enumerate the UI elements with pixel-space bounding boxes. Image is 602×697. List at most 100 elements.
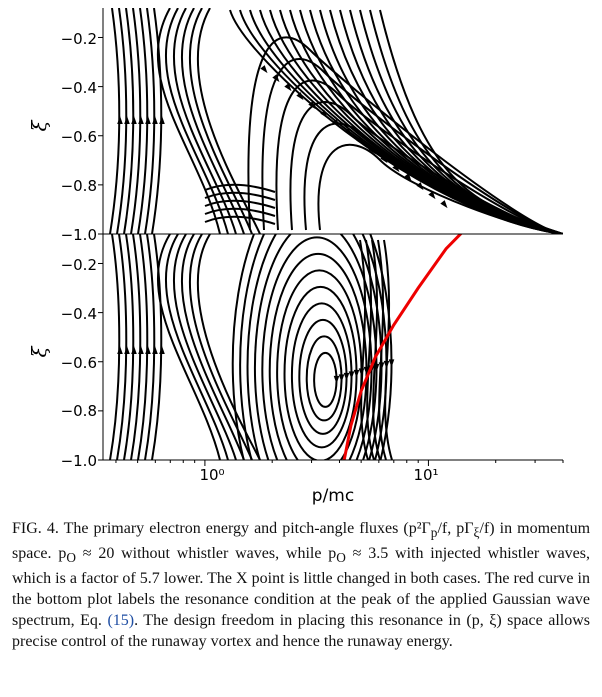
caption-sub: O — [336, 550, 346, 566]
streamline — [156, 8, 221, 234]
stream-arrow — [428, 191, 436, 200]
streamline — [229, 9, 563, 234]
caption-sub: ξ — [473, 525, 480, 541]
bottom-ytick-label: −0.6 — [61, 354, 97, 372]
stream-arrow — [404, 173, 412, 182]
streamline — [383, 239, 393, 460]
stream-arrow — [159, 116, 165, 125]
stream-arrow — [131, 346, 137, 355]
top-ytick-label: −1.0 — [61, 226, 97, 244]
stream-arrow — [145, 346, 151, 355]
streamline — [204, 207, 276, 217]
bottom-ytick-label: −0.4 — [61, 305, 97, 323]
axis-ticks — [98, 36, 564, 466]
stream-arrow — [138, 116, 144, 125]
streamline — [377, 239, 387, 460]
figure: −0.2 −0.4 −0.6 −0.8 −1.0 −0.2 −0.4 −0.6 … — [27, 8, 564, 506]
streamline — [204, 199, 276, 209]
stream-arrow — [159, 346, 165, 355]
xtick-label: 10¹ — [413, 466, 438, 484]
stream-arrow — [392, 164, 400, 173]
streamline — [164, 8, 229, 234]
stream-arrow — [368, 146, 376, 155]
streamline — [261, 58, 563, 234]
streamline — [109, 234, 121, 460]
xlabel: p/mc — [312, 486, 354, 506]
top-ylabel: ξ — [27, 120, 51, 132]
streamline — [196, 234, 261, 460]
streamline — [123, 234, 135, 460]
stream-arrow — [284, 83, 292, 92]
caption-text: The primary electron energy and pitch-an… — [58, 520, 431, 537]
stream-arrow — [131, 116, 137, 125]
streamline — [137, 234, 149, 460]
streamline — [130, 234, 142, 460]
xtick-label: 10⁰ — [199, 466, 224, 484]
streamline — [156, 234, 221, 460]
vortex-streamline — [261, 236, 373, 460]
caption-text: ≈ 20 without whistler waves, while p — [75, 545, 337, 563]
streamline — [359, 239, 369, 460]
stream-arrow — [338, 374, 345, 383]
stream-arrow — [343, 372, 350, 381]
caption-text: . The design freedom in placing this res… — [12, 612, 590, 651]
streamline — [279, 9, 563, 234]
streamline — [319, 9, 563, 234]
streamline — [317, 143, 563, 234]
streamline — [275, 79, 563, 234]
equation-link[interactable]: (15) — [107, 612, 135, 630]
stream-arrow — [145, 116, 151, 125]
stream-arrow — [152, 116, 158, 125]
caption-sub: O — [66, 550, 76, 566]
bottom-ytick-label: −0.8 — [61, 402, 97, 420]
stream-arrow — [388, 359, 395, 368]
stream-arrow — [124, 346, 130, 355]
bottom-ytick-label: −1.0 — [61, 452, 97, 470]
stream-arrow — [152, 346, 158, 355]
streamline — [289, 101, 563, 234]
streamline — [144, 234, 156, 460]
streamline — [204, 183, 276, 193]
caption-text: /f) in momentum space. p — [12, 520, 591, 563]
streamline — [259, 9, 563, 234]
streamline — [116, 234, 128, 460]
streamline — [204, 215, 276, 225]
caption-label: FIG. 4. — [12, 520, 59, 537]
streamline — [249, 9, 563, 234]
top-ytick-label: −0.8 — [61, 177, 97, 195]
streamline — [329, 9, 563, 234]
streamline — [180, 234, 245, 460]
stream-arrow — [353, 369, 360, 378]
streamline — [196, 8, 261, 234]
streamline — [164, 234, 229, 460]
stream-arrow — [117, 116, 123, 125]
streamline — [204, 191, 276, 201]
streamline — [109, 8, 121, 234]
caption-text: ≈ 3.5 with injected whistler waves, whic… — [12, 545, 591, 630]
streamline — [172, 234, 237, 460]
streamline — [365, 239, 375, 460]
streamline — [172, 8, 237, 234]
streamline — [151, 234, 163, 460]
top-panel — [109, 8, 563, 234]
streamline — [247, 36, 563, 234]
stream-arrow — [138, 346, 144, 355]
stream-arrow — [296, 92, 304, 101]
figure-caption: FIG. 4. The primary electron energy and … — [12, 518, 590, 652]
stream-arrow — [260, 65, 268, 74]
stream-arrow — [440, 200, 448, 209]
bottom-ytick-label: −0.2 — [61, 256, 97, 274]
caption-sub: p — [430, 525, 438, 541]
stream-arrow — [333, 375, 340, 384]
stream-arrow — [380, 155, 388, 164]
stream-arrow — [348, 371, 355, 380]
stream-arrow — [320, 110, 328, 119]
stream-arrow — [356, 137, 364, 146]
streamline — [188, 8, 253, 234]
resonance-curve — [342, 234, 463, 460]
top-ytick-label: −0.6 — [61, 128, 97, 146]
stream-arrow — [308, 101, 316, 110]
stream-arrow — [344, 128, 352, 137]
bottom-panel — [109, 234, 463, 460]
caption-text: /f, pΓ — [437, 520, 474, 537]
